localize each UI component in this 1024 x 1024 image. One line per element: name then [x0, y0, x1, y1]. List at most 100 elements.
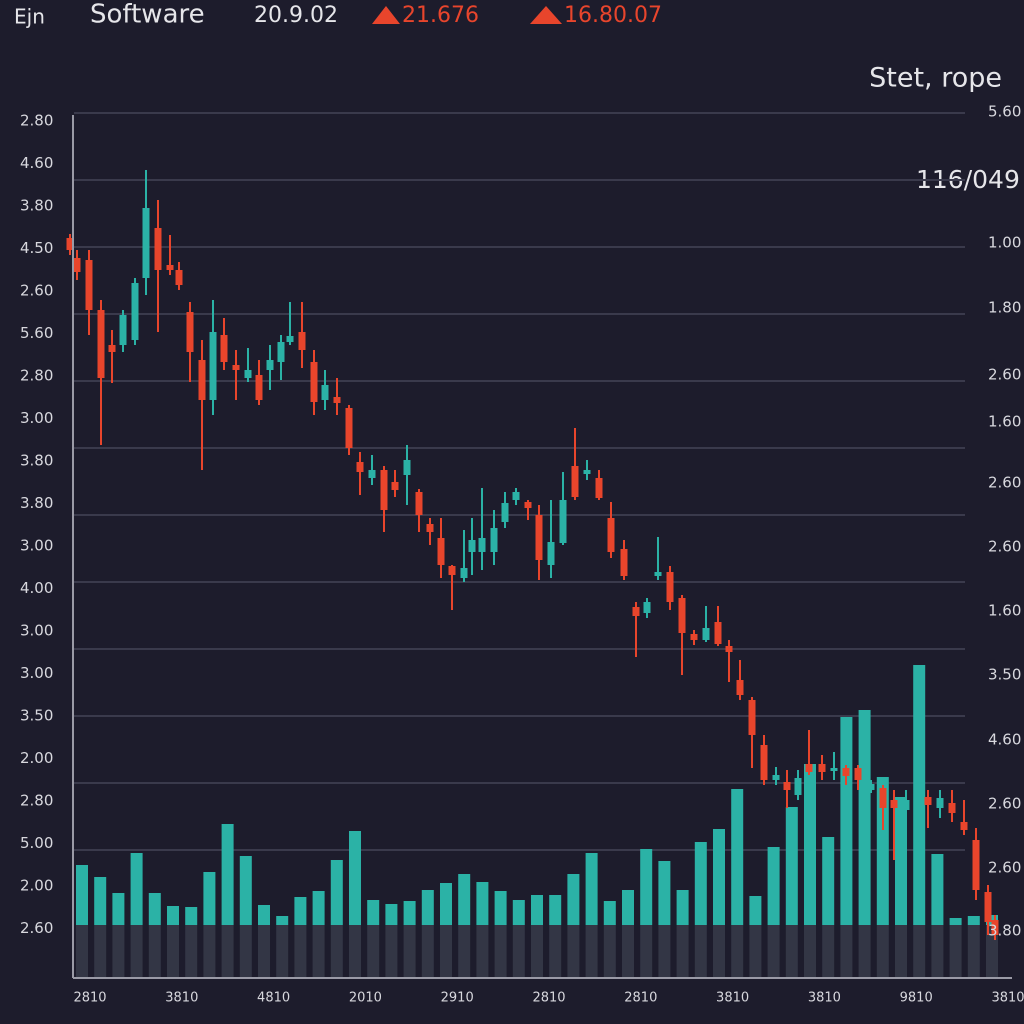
candle-body [73, 258, 81, 272]
volume-bar [312, 891, 325, 925]
volume-shadow [713, 925, 725, 977]
left-axis-label: 2.60 [20, 282, 53, 300]
candle-body [468, 540, 476, 552]
left-axis-label: 3.50 [20, 707, 53, 725]
volume-bar [585, 853, 598, 925]
candle-body [198, 360, 206, 400]
candle-body [783, 782, 791, 790]
ticker-name: Software [90, 0, 205, 30]
volume-bar [403, 901, 416, 925]
right-axis-label: 2.60 [988, 538, 1021, 556]
volume-shadow [931, 925, 944, 977]
volume-shadow [585, 925, 598, 977]
volume-shadow [967, 925, 980, 977]
volume-bar [804, 764, 816, 925]
price: 20.9.02 [254, 3, 338, 28]
logo: Ejn [14, 5, 45, 29]
candle-body [948, 803, 956, 813]
candle-body [714, 622, 722, 644]
candle-body [380, 470, 388, 510]
x-axis-label: 9810 [900, 991, 933, 1006]
volume-shadow [494, 925, 507, 977]
volume-bar [749, 896, 762, 925]
volume-bar [858, 710, 871, 925]
volume-bar [294, 897, 307, 925]
volume-bar [622, 890, 634, 925]
candle-body [890, 800, 898, 808]
candle-body [368, 470, 376, 478]
candle-body [559, 500, 567, 543]
candle-body [85, 260, 93, 310]
candle-body [583, 470, 591, 474]
candle-body [244, 370, 252, 378]
volume-shadow [840, 925, 853, 977]
candle-body [914, 806, 922, 809]
up-arrow [530, 6, 562, 24]
change: 21.676 [402, 3, 479, 28]
right-axis-label: 1.60 [988, 413, 1021, 431]
x-axis-label: 3810 [991, 991, 1024, 1006]
candle-body [936, 798, 944, 808]
up-arrow [372, 6, 400, 24]
volume-shadow [112, 925, 125, 977]
candle-body [991, 920, 999, 935]
volume-bar [476, 882, 489, 925]
left-axis-label: 2.60 [20, 919, 53, 937]
candle-body [972, 840, 980, 890]
volume-bar [731, 789, 744, 925]
volume-bar [385, 904, 398, 925]
candle-body [501, 503, 509, 522]
candle-body [426, 524, 434, 532]
candle-body [448, 566, 456, 575]
volume-bar [567, 874, 580, 925]
candle-body [794, 778, 802, 795]
left-axis-label: 2.00 [20, 877, 53, 895]
volume-shadow [549, 925, 562, 977]
volume-bar [239, 856, 252, 925]
volume-bar [549, 895, 562, 925]
volume-shadow [858, 925, 871, 977]
candles [66, 170, 999, 940]
volume-shadow [949, 925, 962, 977]
candle-body [66, 238, 74, 250]
volume-shadow [785, 925, 798, 977]
x-axis-label: 4810 [257, 991, 290, 1006]
candle-body [535, 515, 543, 560]
candle-body [632, 607, 640, 616]
candle-body [725, 646, 733, 652]
grid [74, 112, 965, 851]
right-axis-label: 3.80 [988, 922, 1021, 940]
candle-body [654, 572, 662, 576]
volume-bar [913, 665, 926, 925]
left-axis-label: 4.00 [20, 579, 53, 597]
candle-body [175, 270, 183, 285]
candle-body [277, 342, 285, 362]
volume-bar [440, 883, 452, 925]
candle-body [620, 549, 628, 576]
volume-bar [349, 831, 361, 925]
volume-bar [148, 893, 161, 925]
candle-body [607, 518, 615, 552]
volume-bar [949, 918, 962, 925]
volume-shadow [294, 925, 307, 977]
candle-body [97, 310, 105, 378]
volume-bar [185, 907, 198, 925]
volume-bar [276, 916, 289, 925]
candle-body [298, 332, 306, 350]
candle-body [166, 265, 174, 270]
candle-body [924, 797, 932, 805]
candle-body [702, 628, 710, 640]
candle-body [209, 332, 217, 400]
left-axis-label: 2.80 [20, 367, 53, 385]
x-axis-label: 2810 [624, 991, 657, 1006]
volume-shadow [349, 925, 361, 977]
right-axis-label: 1.60 [988, 602, 1021, 620]
volume-shadow [330, 925, 343, 977]
candle-body [220, 335, 228, 362]
candle-body [232, 365, 240, 370]
volume-shadow [676, 925, 689, 977]
volume-bar [767, 847, 780, 925]
candle-body [960, 822, 968, 830]
left-axis-label: 5.60 [20, 324, 53, 342]
